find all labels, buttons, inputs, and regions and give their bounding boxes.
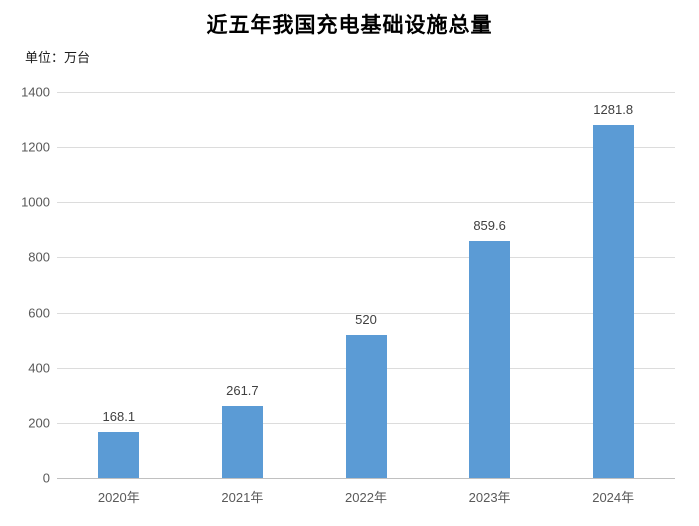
- y-tick-label-200: 200: [28, 415, 50, 431]
- bar-2024年: [592, 124, 634, 478]
- chart-title: 近五年我国充电基础设施总量: [206, 13, 493, 37]
- value-label-2021年: 261.7: [226, 382, 259, 398]
- gridline-1200: [57, 147, 675, 149]
- x-tick-label-2021年: 2021年: [221, 490, 264, 505]
- value-label-2023年: 859.6: [473, 218, 506, 233]
- x-axis-line: [57, 478, 675, 479]
- bar-2020年: [98, 431, 140, 478]
- y-tick-label-1000: 1000: [21, 194, 50, 210]
- x-tick-label-2020年: 2020年: [97, 490, 140, 505]
- gridline-800: [57, 257, 675, 259]
- bar-2021年: [221, 405, 263, 478]
- x-tick-label-2023年: 2023年: [468, 490, 511, 505]
- value-label-2020年: 168.1: [102, 408, 136, 424]
- y-tick-label-0: 0: [42, 470, 50, 486]
- y-tick-label-1200: 1200: [21, 139, 50, 155]
- bar-2023年: [469, 241, 511, 478]
- y-tick-label-800: 800: [28, 249, 50, 265]
- value-label-2022年: 520: [355, 311, 377, 327]
- y-tick-label-400: 400: [28, 360, 50, 376]
- y-tick-label-1400: 1400: [21, 84, 50, 100]
- plot-area: 168.1 261.7 520 859.6 1281.8: [57, 92, 675, 479]
- unit-label: 单位：万台: [25, 50, 91, 65]
- x-tick-label-2024年: 2024年: [592, 490, 635, 505]
- bar-2022年: [345, 334, 387, 478]
- value-label-2024年: 1281.8: [593, 101, 634, 117]
- gridline-1000: [57, 202, 675, 204]
- y-tick-label-600: 600: [28, 305, 50, 321]
- gridline-600: [57, 312, 675, 314]
- gridline-1400: [57, 92, 675, 93]
- x-tick-label-2022年: 2022年: [345, 490, 387, 505]
